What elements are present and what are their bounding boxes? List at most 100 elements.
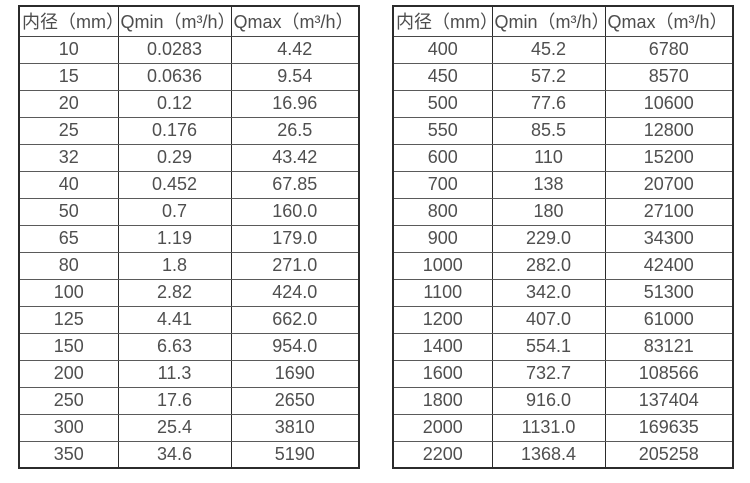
column-header: 内径（mm）: [18, 6, 119, 37]
table-row: 65 1.19 179.0: [18, 224, 360, 253]
table-cell: 342.0: [491, 278, 606, 307]
table-row: 400 45.2 6780: [392, 35, 734, 64]
table-cell: 407.0: [491, 305, 606, 334]
table-cell: 350: [18, 440, 119, 469]
header-row: 内径（mm） Qmin（m³/h） Qmax（m³/h）: [18, 6, 360, 37]
table-row: 1600 732.7 108566: [392, 359, 734, 388]
table-cell: 424.0: [230, 278, 360, 307]
table-row: 800 180 27100: [392, 197, 734, 226]
table-cell: 1400: [392, 332, 493, 361]
table-cell: 34300: [604, 224, 734, 253]
table-row: 700 138 20700: [392, 170, 734, 199]
table-row: 1000 282.0 42400: [392, 251, 734, 280]
table-cell: 65: [18, 224, 119, 253]
table-cell: 12800: [604, 116, 734, 145]
table-cell: 2650: [230, 386, 360, 415]
table-row: 250 17.6 2650: [18, 386, 360, 415]
table-row: 80 1.8 271.0: [18, 251, 360, 280]
table-cell: 67.85: [230, 170, 360, 199]
table-cell: 15: [18, 62, 119, 91]
table-cell: 179.0: [230, 224, 360, 253]
table-row: 125 4.41 662.0: [18, 305, 360, 334]
table-cell: 250: [18, 386, 119, 415]
table-row: 32 0.29 43.42: [18, 143, 360, 172]
table-cell: 732.7: [491, 359, 606, 388]
table-cell: 8570: [604, 62, 734, 91]
table-cell: 1600: [392, 359, 493, 388]
table-cell: 1000: [392, 251, 493, 280]
table-cell: 45.2: [491, 35, 606, 64]
column-header: 内径（mm）: [392, 6, 493, 37]
table-row: 1100 342.0 51300: [392, 278, 734, 307]
table-cell: 2.82: [117, 278, 232, 307]
table-cell: 10: [18, 35, 119, 64]
table-cell: 4.41: [117, 305, 232, 334]
table-cell: 500: [392, 89, 493, 118]
table-cell: 229.0: [491, 224, 606, 253]
table-cell: 16.96: [230, 89, 360, 118]
table-row: 25 0.176 26.5: [18, 116, 360, 145]
table-cell: 80: [18, 251, 119, 280]
table-cell: 6780: [604, 35, 734, 64]
table-cell: 15200: [604, 143, 734, 172]
table-cell: 0.452: [117, 170, 232, 199]
table-cell: 0.176: [117, 116, 232, 145]
table-cell: 900: [392, 224, 493, 253]
table-row: 900 229.0 34300: [392, 224, 734, 253]
table-row: 550 85.5 12800: [392, 116, 734, 145]
table-cell: 150: [18, 332, 119, 361]
table-cell: 550: [392, 116, 493, 145]
table-cell: 1800: [392, 386, 493, 415]
table-row: 20 0.12 16.96: [18, 89, 360, 118]
table-cell: 1131.0: [491, 413, 606, 442]
table-cell: 25.4: [117, 413, 232, 442]
table-row: 150 6.63 954.0: [18, 332, 360, 361]
table-cell: 40: [18, 170, 119, 199]
table-cell: 0.7: [117, 197, 232, 226]
table-cell: 1.19: [117, 224, 232, 253]
table-cell: 600: [392, 143, 493, 172]
table-cell: 137404: [604, 386, 734, 415]
table-cell: 42400: [604, 251, 734, 280]
table-row: 2200 1368.4 205258: [392, 440, 734, 469]
table-cell: 138: [491, 170, 606, 199]
table-row: 1400 554.1 83121: [392, 332, 734, 361]
table-cell: 2200: [392, 440, 493, 469]
table-cell: 169635: [604, 413, 734, 442]
table-cell: 6.63: [117, 332, 232, 361]
column-header: Qmax（m³/h）: [230, 6, 360, 37]
table-cell: 4.42: [230, 35, 360, 64]
table-cell: 5190: [230, 440, 360, 469]
table-row: 1200 407.0 61000: [392, 305, 734, 334]
table-cell: 57.2: [491, 62, 606, 91]
table-row: 450 57.2 8570: [392, 62, 734, 91]
table-cell: 205258: [604, 440, 734, 469]
table-row: 200 11.3 1690: [18, 359, 360, 388]
column-header: Qmin（m³/h）: [491, 6, 606, 37]
table-cell: 554.1: [491, 332, 606, 361]
table-cell: 110: [491, 143, 606, 172]
table-cell: 25: [18, 116, 119, 145]
table-cell: 108566: [604, 359, 734, 388]
table-cell: 450: [392, 62, 493, 91]
table-row: 1800 916.0 137404: [392, 386, 734, 415]
table-cell: 51300: [604, 278, 734, 307]
table-cell: 800: [392, 197, 493, 226]
flow-spec-table-small-diameters: 内径（mm） Qmin（m³/h） Qmax（m³/h） 10 0.0283 4.42 1…: [18, 5, 360, 469]
table-cell: 160.0: [230, 197, 360, 226]
table-cell: 2000: [392, 413, 493, 442]
table-row: 300 25.4 3810: [18, 413, 360, 442]
table-cell: 34.6: [117, 440, 232, 469]
table-row: 350 34.6 5190: [18, 440, 360, 469]
table-row: 50 0.7 160.0: [18, 197, 360, 226]
table-row: 500 77.6 10600: [392, 89, 734, 118]
table-cell: 1100: [392, 278, 493, 307]
header-row: 内径（mm） Qmin（m³/h） Qmax（m³/h）: [392, 6, 734, 37]
table-cell: 9.54: [230, 62, 360, 91]
table-cell: 17.6: [117, 386, 232, 415]
table-cell: 100: [18, 278, 119, 307]
table-cell: 85.5: [491, 116, 606, 145]
table-cell: 50: [18, 197, 119, 226]
column-header: Qmin（m³/h）: [117, 6, 232, 37]
table-cell: 10600: [604, 89, 734, 118]
